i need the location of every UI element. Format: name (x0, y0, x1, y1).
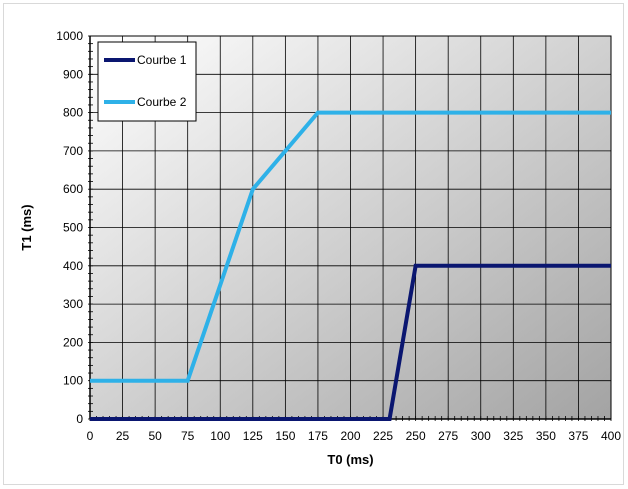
x-tick-label: 50 (148, 429, 162, 443)
x-tick-label: 125 (243, 429, 263, 443)
x-tick-label: 25 (116, 429, 130, 443)
y-tick-labels: 0 100 200 300 400 500 600 700 800 900 1000 (56, 29, 83, 426)
x-tick-label: 75 (181, 429, 195, 443)
y-tick-label: 700 (63, 144, 83, 158)
legend-box (97, 41, 197, 122)
x-tick-label: 100 (210, 429, 230, 443)
y-tick-label: 400 (63, 259, 83, 273)
x-tick-label: 0 (87, 429, 94, 443)
y-tick-label: 100 (63, 374, 83, 388)
line-chart: 0 25 50 75 100 125 150 175 200 225 250 275 300 325 350… (19, 29, 622, 467)
legend-label-courbe-1: Courbe 1 (137, 53, 187, 67)
y-tick-label: 200 (63, 335, 83, 349)
series-layer (90, 110, 611, 421)
x-tick-label: 200 (340, 429, 360, 443)
y-tick-label: 600 (63, 182, 83, 196)
x-tick-label: 300 (471, 429, 491, 443)
y-tick-label: 0 (76, 412, 83, 426)
x-tick-label: 325 (503, 429, 523, 443)
x-tick-label: 175 (308, 429, 328, 443)
legend: Courbe 1 Courbe 2 (97, 41, 197, 122)
x-tick-label: 250 (406, 429, 426, 443)
x-tick-label: 375 (568, 429, 588, 443)
y-tick-label: 500 (63, 221, 83, 235)
series-line-courbe-2 (90, 110, 611, 383)
x-tick-label: 225 (373, 429, 393, 443)
legend-label-courbe-2: Courbe 2 (137, 95, 187, 109)
series-line-courbe-1 (90, 263, 611, 421)
x-tick-label: 150 (275, 429, 295, 443)
x-tick-labels: 0 25 50 75 100 125 150 175 200 225 250 275 300 325 350… (87, 429, 622, 443)
y-tick-label: 1000 (56, 29, 83, 43)
x-tick-label: 350 (536, 429, 556, 443)
y-tick-label: 300 (63, 297, 83, 311)
x-tick-label: 275 (438, 429, 458, 443)
x-tick-label: 400 (601, 429, 621, 443)
y-tick-label: 800 (63, 106, 83, 120)
y-axis-title: T1 (ms) (19, 204, 34, 250)
x-axis-title: T0 (ms) (327, 452, 373, 467)
y-tick-label: 900 (63, 67, 83, 81)
chart-frame: 0 25 50 75 100 125 150 175 200 225 250 275 300 325 350… (3, 3, 624, 485)
